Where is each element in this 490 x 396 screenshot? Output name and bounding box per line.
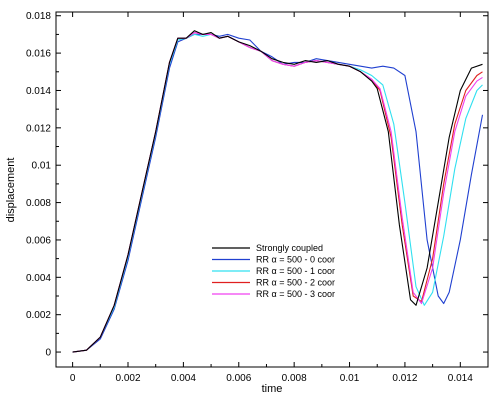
y-axis-ticks: 0 0.002 0.004 0.006 0.008 0.01 0.012 0.014 0.016… xyxy=(26,11,488,359)
series-line-2 xyxy=(72,33,483,353)
series-line-3 xyxy=(72,32,483,353)
series-line-1 xyxy=(72,33,484,353)
y-tick-label: 0 xyxy=(45,348,51,359)
legend-label-1: RR α = 500 - 0 coor xyxy=(256,255,335,265)
series-lines xyxy=(72,30,484,353)
x-tick-label: 0.014 xyxy=(448,373,473,384)
y-tick-label: 0.006 xyxy=(26,235,51,246)
y-tick-label: 0.01 xyxy=(32,161,52,172)
series-line-0 xyxy=(72,30,483,353)
y-tick-label: 0.016 xyxy=(26,49,51,60)
x-tick-label: 0.01 xyxy=(340,373,360,384)
x-tick-label: 0.006 xyxy=(226,373,251,384)
legend-label-0: Strongly coupled xyxy=(256,243,323,253)
y-tick-label: 0.018 xyxy=(26,11,51,22)
series-line-4 xyxy=(72,32,483,353)
x-axis-label: time xyxy=(262,383,283,395)
legend-label-4: RR α = 500 - 3 coor xyxy=(256,289,335,299)
plot-frame xyxy=(55,11,489,368)
x-tick-label: 0.012 xyxy=(392,373,417,384)
y-axis-label: displacement xyxy=(5,158,17,223)
x-axis-ticks: 0 0.002 0.004 0.006 0.008 0.01 0.012 0.014 xyxy=(70,12,473,384)
y-tick-label: 0.004 xyxy=(26,273,51,284)
x-tick-label: 0.004 xyxy=(171,373,196,384)
y-tick-label: 0.014 xyxy=(26,86,51,97)
y-tick-label: 0.012 xyxy=(26,123,51,134)
y-tick-label: 0.008 xyxy=(26,198,51,209)
y-tick-label: 0.002 xyxy=(26,310,51,321)
legend-label-3: RR α = 500 - 2 coor xyxy=(256,278,335,288)
legend-label-2: RR α = 500 - 1 coor xyxy=(256,266,335,276)
x-tick-label: 0.002 xyxy=(115,373,140,384)
x-tick-label: 0.008 xyxy=(282,373,307,384)
x-tick-label: 0 xyxy=(70,373,76,384)
